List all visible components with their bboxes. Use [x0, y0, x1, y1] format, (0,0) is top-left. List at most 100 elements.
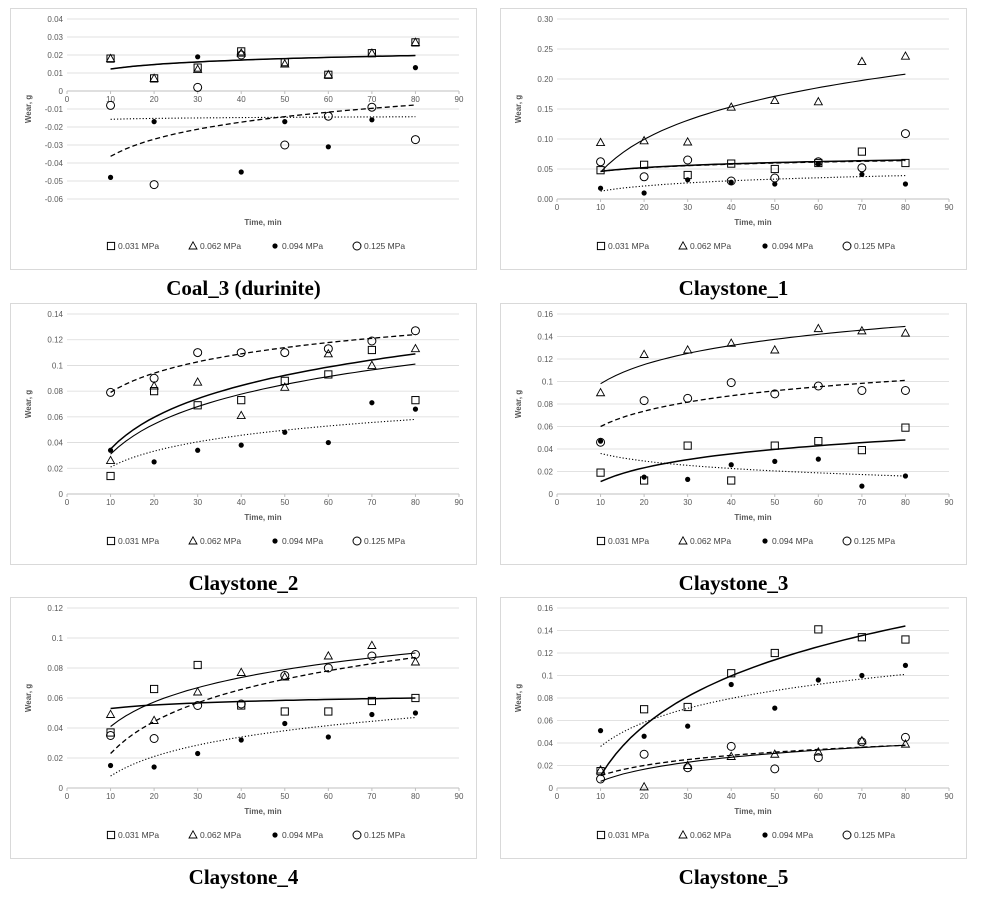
y-axis-title: Wear, g — [24, 95, 33, 123]
legend-marker-2 — [678, 535, 688, 545]
data-point-series-3 — [815, 677, 821, 683]
y-tick-label: 0.02 — [47, 464, 63, 473]
data-point-series-3 — [772, 705, 778, 711]
x-tick-label: 80 — [411, 95, 420, 104]
data-point-series-3 — [282, 119, 288, 125]
data-point-series-2 — [323, 69, 334, 79]
legend-label-4: 0.125 MPa — [854, 830, 895, 840]
data-point-series-1 — [683, 702, 692, 712]
x-tick-label: 90 — [455, 498, 464, 507]
data-point-series-3 — [641, 190, 647, 196]
trendline-series-1 — [600, 439, 906, 483]
x-tick-label: 0 — [555, 203, 560, 212]
trendline-series-2 — [110, 363, 416, 455]
data-point-series-4 — [857, 163, 867, 173]
data-point-series-2 — [410, 656, 421, 666]
x-tick-label: 20 — [640, 498, 649, 507]
data-point-series-2 — [813, 323, 824, 333]
y-tick-label: 0 — [59, 490, 64, 499]
y-tick-label: 0.02 — [537, 762, 553, 771]
y-tick-label: -0.04 — [45, 159, 64, 168]
data-point-series-2 — [726, 338, 736, 347]
legend-marker-1 — [596, 830, 606, 840]
data-point-series-3 — [597, 438, 604, 444]
legend-marker-3 — [762, 538, 768, 544]
data-point-series-3 — [238, 737, 244, 743]
data-point-series-3 — [107, 762, 114, 769]
legend-label-2: 0.062 MPa — [690, 241, 731, 251]
legend-marker-4 — [842, 830, 852, 840]
x-tick-label: 20 — [640, 203, 649, 212]
chart-svg: 0 0.02 0.04 0.06 0.08 0.1 0.12 0.14 0.16 0 10 20 30 4… — [514, 604, 954, 840]
x-tick-label: 70 — [367, 792, 376, 801]
data-point-series-4 — [106, 731, 116, 740]
trendline-series-3 — [600, 175, 906, 192]
chart-frame: 0 0.02 0.04 0.06 0.08 0.1 0.12 0.14 0 10 20 30 40 50 6… — [10, 303, 477, 565]
legend-marker-2 — [678, 240, 688, 250]
y-tick-label: 0.14 — [537, 627, 553, 636]
chart-caption: Claystone_2 — [188, 571, 299, 595]
data-point-series-3 — [195, 447, 201, 453]
y-tick-label: 0.12 — [47, 604, 63, 613]
data-point-series-2 — [639, 135, 649, 145]
y-tick-label: 0.1 — [542, 378, 554, 387]
data-point-series-2 — [770, 344, 780, 354]
data-point-series-1 — [596, 468, 605, 477]
y-tick-label: 0.08 — [47, 664, 63, 673]
data-point-series-3 — [151, 459, 157, 465]
legend-label-3: 0.094 MPa — [282, 241, 323, 251]
x-tick-label: 40 — [727, 792, 736, 801]
trendline-series-4 — [110, 656, 416, 754]
data-point-series-3 — [641, 733, 647, 739]
y-tick-label: 0.14 — [47, 310, 63, 319]
data-point-series-3 — [282, 429, 288, 435]
data-point-series-2 — [595, 137, 606, 147]
data-point-series-3 — [685, 177, 691, 183]
data-point-series-4 — [280, 671, 290, 680]
data-point-series-3 — [369, 711, 375, 718]
data-point-series-3 — [728, 462, 734, 468]
data-point-series-4 — [813, 157, 823, 167]
x-tick-label: 60 — [814, 792, 823, 801]
x-tick-label: 60 — [324, 498, 333, 507]
data-point-series-3 — [151, 764, 157, 770]
x-tick-label: 80 — [411, 792, 420, 801]
legend-label-4: 0.125 MPa — [854, 536, 895, 546]
data-point-series-1 — [106, 471, 115, 481]
data-point-series-1 — [106, 728, 115, 737]
data-point-series-4 — [726, 378, 736, 388]
legend-label-2: 0.062 MPa — [200, 536, 241, 546]
data-point-series-4 — [596, 437, 606, 447]
data-point-series-2 — [900, 327, 911, 337]
y-axis-title: Wear, g — [24, 684, 33, 712]
data-point-series-3 — [815, 456, 821, 462]
x-tick-label: 10 — [596, 498, 605, 507]
x-axis-title: Time, min — [244, 218, 281, 227]
data-point-series-1 — [901, 158, 910, 168]
data-point-series-4 — [410, 135, 420, 145]
data-point-series-1 — [367, 345, 376, 355]
x-tick-label: 20 — [640, 792, 649, 801]
trendline-series-2 — [600, 73, 906, 173]
data-point-series-4 — [639, 396, 649, 406]
data-point-series-1 — [193, 401, 202, 410]
data-point-series-4 — [900, 386, 910, 395]
trendline-series-2 — [110, 54, 416, 70]
data-point-series-3 — [107, 447, 114, 453]
x-tick-label: 20 — [150, 792, 159, 801]
y-tick-label: 0.16 — [537, 604, 553, 613]
legend-label-1: 0.031 MPa — [118, 536, 159, 546]
data-point-series-3 — [412, 710, 419, 716]
x-tick-label: 30 — [193, 792, 202, 801]
data-point-series-1 — [640, 705, 649, 714]
data-point-series-3 — [902, 662, 909, 668]
y-tick-label: 0.04 — [537, 739, 553, 748]
x-tick-label: 10 — [596, 203, 605, 212]
y-axis-title: Wear, g — [514, 390, 523, 418]
legend-label-1: 0.031 MPa — [118, 830, 159, 840]
data-point-series-4 — [236, 699, 246, 709]
y-tick-label: 0.04 — [537, 445, 553, 454]
data-point-series-2 — [192, 686, 203, 696]
trendline-series-3 — [600, 452, 906, 477]
data-point-series-3 — [195, 750, 201, 757]
